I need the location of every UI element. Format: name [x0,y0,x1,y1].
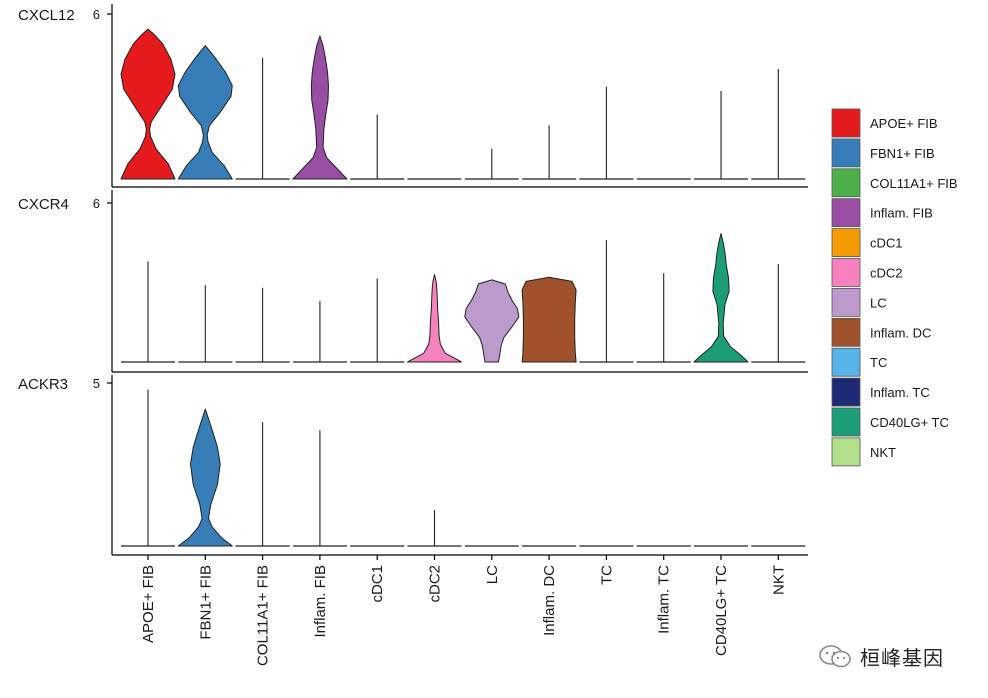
violin-apoeplus-fib [121,389,175,547]
violin-inflam-fib [292,301,347,363]
x-tick-label: cDC2 [427,565,444,603]
panel-cxcr4: 6 CXCR4 [18,190,808,373]
legend-label: CD40LG+ TC [870,415,949,430]
violin-apoeplus-fib [121,261,175,363]
x-tick-label: LC [484,565,501,584]
legend-swatch [831,198,861,228]
violin-cdc1 [350,114,405,180]
legend-label: cDC2 [870,266,903,281]
violin-inflam-dc [522,125,577,180]
violin-inflam-fib [292,35,348,180]
legend-swatch [831,258,861,287]
wechat-icon [819,645,851,668]
gene-label: CXCL12 [18,7,75,24]
gene-label: ACKR3 [18,376,68,393]
x-axis-labels: APOE+ FIB FBN1+ FIB COL11A1+ FIB Inflam. FI… [140,555,787,666]
legend-swatch [831,138,861,168]
violin-shape [407,274,462,363]
legend-item-inflam-fib: Inflam. FIB [831,198,933,228]
legend-item-cd40lgplus-tc: CD40LG+ TC [831,407,949,437]
legend-swatch [831,228,861,258]
violin-col11a1plus-fib [235,422,290,547]
violin-shape [693,233,749,363]
legend-item-col11a1plus-fib: COL11A1+ FIB [831,168,958,198]
legend-swatch [831,317,861,347]
x-tick-label: cDC1 [369,565,386,603]
x-tick-label: TC [598,565,615,585]
x-tick-label: CD40LG+ TC [713,565,730,656]
panels-layer: 6 CXCL12 6 CXCR4 5 ACKR3 [18,4,808,556]
legend-swatch [831,168,861,198]
legend-swatch [831,287,861,317]
violin-nkt [751,69,806,180]
x-tick-label: FBN1+ FIB [197,565,214,640]
x-tick-label: COL11A1+ FIB [255,565,272,666]
violin-tc [579,86,634,180]
legend-label: Inflam. TC [870,385,930,400]
violin-inflam-fib [292,430,347,547]
legend-swatch [831,407,861,437]
legend-label: LC [870,295,887,310]
y-tick-label: 6 [93,196,100,211]
x-tick-label: APOE+ FIB [140,565,157,643]
legend-swatch [831,108,861,138]
violin-cdc2 [407,274,462,363]
legend-label: Inflam. DC [870,325,931,340]
violin-lc [464,148,519,180]
legend-swatch [831,377,861,407]
panel-ackr3: 5 ACKR3 [18,375,808,556]
violin-cd40lgplus-tc [694,91,748,180]
violin-fbn1plus-fib [178,285,233,363]
legend: APOE+ FIB FBN1+ FIB COL11A1+ FIB Inflam. FI… [831,108,958,467]
legend-item-apoeplus-fib: APOE+ FIB [831,108,938,138]
legend-label: COL11A1+ FIB [870,176,958,191]
x-tick-label: Inflam. FIB [312,565,329,638]
violin-apoeplus-fib [120,28,176,180]
y-tick-label: 5 [93,376,100,391]
violin-cdc2 [407,510,462,547]
violin-shape [464,279,520,363]
violin-inflam-dc [521,276,577,363]
legend-item-cdc1: cDC1 [831,228,903,258]
x-tick-label: Inflam. TC [656,565,673,634]
violin-col11a1plus-fib [235,287,290,363]
violin-shape [521,276,577,363]
violin-fbn1plus-fib [177,408,233,547]
legend-swatch [831,437,861,467]
violin-shape [177,45,233,180]
violin-shape [292,35,348,180]
y-tick-label: 6 [93,7,100,22]
violin-cd40lgplus-tc [693,233,749,363]
legend-label: Inflam. FIB [870,206,933,221]
legend-label: FBN1+ FIB [870,146,935,161]
legend-label: TC [870,355,887,370]
legend-label: APOE+ FIB [870,116,938,131]
violin-inflam-tc [636,273,691,363]
watermark-text: 桓峰基因 [860,645,944,670]
legend-item-fbn1plus-fib: FBN1+ FIB [831,138,935,168]
violin-col11a1plus-fib [235,58,290,180]
legend-item-cdc2: cDC2 [831,258,903,287]
violin-lc [464,279,520,363]
legend-swatch [831,347,861,377]
x-tick-label: Inflam. DC [541,565,558,636]
gene-label: CXCR4 [18,196,69,213]
violin-fbn1plus-fib [177,45,233,180]
watermark: 桓峰基因 [818,641,944,671]
violin-cdc1 [350,278,405,363]
legend-item-tc: TC [831,347,887,377]
violin-nkt [751,263,806,363]
legend-item-inflam-tc: Inflam. TC [831,377,930,407]
violin-shape [120,28,176,180]
legend-item-inflam-dc: Inflam. DC [831,317,931,347]
violin-tc [579,240,634,363]
legend-item-nkt: NKT [831,437,896,467]
legend-label: cDC1 [870,236,903,251]
x-tick-label: NKT [770,565,787,595]
legend-label: NKT [870,445,896,460]
violin-shape [177,408,233,547]
legend-item-lc: LC [831,287,887,317]
panel-cxcl12: 6 CXCL12 [18,4,808,188]
